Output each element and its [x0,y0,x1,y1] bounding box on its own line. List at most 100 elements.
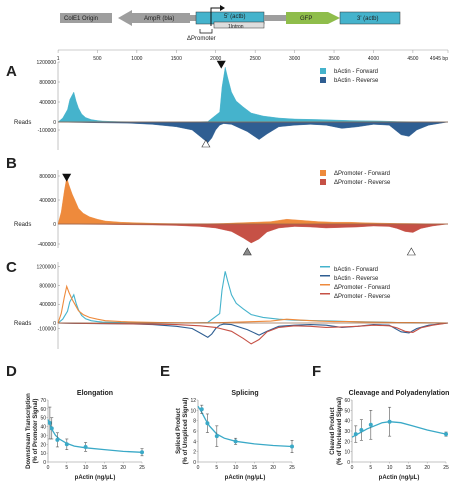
dose-panel-d: Elongation 70 60 50 40 30 20 10 00 5 10 15 20 25 pActi… [26,390,145,481]
x-tick-label: 5 [215,465,218,471]
panel-title: Elongation [77,390,113,397]
x-tick-label: 5 [65,465,68,471]
legend-swatch-2 [320,284,330,286]
plasmid-map: ColE1 Origin AmpR (bla) 5' (actb) 1Intro… [57,5,449,62]
y-tick-label: 800000 [39,80,56,86]
y-axis-label-line-0: Cleaved Product [330,407,336,454]
data-point-1 [49,426,54,431]
legend-label-0: bActin - Forward [334,267,378,273]
data-point-0 [199,407,204,412]
y-tick-label: 4 [193,439,196,445]
series-line-2 [57,284,449,324]
x-tick-label: 15 [102,465,108,471]
x-tick-label: 20 [270,465,276,471]
fit-line [47,419,143,453]
data-point-3 [64,442,69,447]
y-tick-label: 2 [193,450,196,456]
map-tick-label: 1 [57,56,60,62]
map-tick-label: 1500 [171,56,182,62]
legend-swatch-0 [320,68,326,74]
y-axis-label-line-1: (% of Promoter Signal) [33,399,39,464]
y-tick-label: 12 [190,398,196,404]
map-tick-label: 4000 [368,56,379,62]
coverage-panel-c: 1200000 800000 400000 0-100000 Reads bActin -… [14,262,449,349]
x-axis-label: pActin (ng/μL) [225,475,266,481]
y-axis-label-line-1: (% of Uncleaved Signal) [337,397,343,465]
panel-label-d: D [6,363,17,380]
map-grey-link-1 [190,15,196,21]
data-point-3 [233,439,238,444]
y-tick-label: 10 [344,450,350,456]
y-tick-label: 30 [344,429,350,435]
y-tick-label: 30 [40,433,46,439]
series-line-3 [57,322,449,345]
x-tick-label: 25 [443,465,449,471]
y-tick-label: 6 [193,429,196,435]
legend-swatch-0 [320,266,330,268]
legend-label-1: bActin - Reverse [334,78,379,84]
map-promoter-bracket [199,29,213,34]
y-tick-label: 0 [53,321,56,327]
y-tick-label: 1200000 [37,265,57,271]
x-tick-label: 0 [351,465,354,471]
marker-triangle-2 [406,247,416,256]
panel-title: Splicing [231,390,258,397]
x-tick-label: 20 [424,465,430,471]
map-label-gfp: GFP [300,16,312,22]
data-point-4 [83,444,88,449]
y-tick-label: 0 [53,120,56,126]
panel-label-e: E [160,363,170,380]
x-tick-label: 25 [289,465,295,471]
map-tick-row: 1 500 1000 1500 2000 2500 3000 3500 4000 4500 4945… [57,49,449,62]
y-tick-label: -100000 [38,327,57,333]
y-axis-label-line-0: Downstream Transcription [26,393,32,469]
marker-triangle-0 [216,60,226,69]
data-point-4 [290,444,294,449]
panel-label-c: C [6,259,17,276]
x-tick-label: 10 [387,465,393,471]
y-tick-label: 0 [193,460,196,466]
marker-triangle-0 [62,173,72,182]
data-point-2 [55,437,60,442]
y-tick-label: 400000 [39,198,56,204]
data-point-5 [140,450,144,455]
x-tick-label: 0 [197,465,200,471]
y-tick-label: 40 [40,425,46,431]
y-tick-label: -100000 [38,128,57,134]
data-point-2 [214,434,219,439]
panel-label-f: F [312,363,321,380]
x-tick-label: 15 [252,465,258,471]
legend-label-1: bActin - Reverse [334,276,379,282]
legend-swatch-0 [320,170,326,176]
legend-label-1: ΔPromoter - Reverse [334,180,391,186]
y-tick-label: 20 [344,439,350,445]
x-tick-label: 5 [369,465,372,471]
map-label-promoter: ΔPromoter [187,36,216,42]
map-intron-box [213,21,265,29]
panel-label-a: A [6,63,17,80]
x-tick-label: 0 [47,465,50,471]
map-tick-label: 3500 [328,56,339,62]
map-label-ori: ColE1 Origin [64,16,98,22]
data-point-3 [387,419,392,424]
data-point-1 [205,421,210,426]
data-point-1 [359,427,364,432]
y-tick-label: 1200000 [37,60,57,66]
y-tick-label: 400000 [39,302,56,308]
data-point-2 [368,422,373,427]
x-tick-label: 20 [120,465,126,471]
map-tick-label: 2000 [210,56,221,62]
y-tick-label: 70 [40,398,46,404]
map-label-5actb: 5' (actb) [224,14,246,20]
map-tick-label: 500 [93,56,102,62]
dose-panel-f: Cleavage and Polyadenylation605040302010… [330,390,449,481]
y-axis-label: Reads [14,321,31,327]
legend-swatch-3 [320,293,330,295]
y-tick-label: 60 [40,407,46,413]
marker-triangle-1 [242,247,252,256]
data-point-0 [353,432,358,437]
y-axis-label-line-1: (% of Unspliced Signal) [183,398,189,465]
y-tick-label: 400000 [39,100,56,106]
x-tick-label: 25 [139,465,145,471]
x-tick-label: 15 [406,465,412,471]
